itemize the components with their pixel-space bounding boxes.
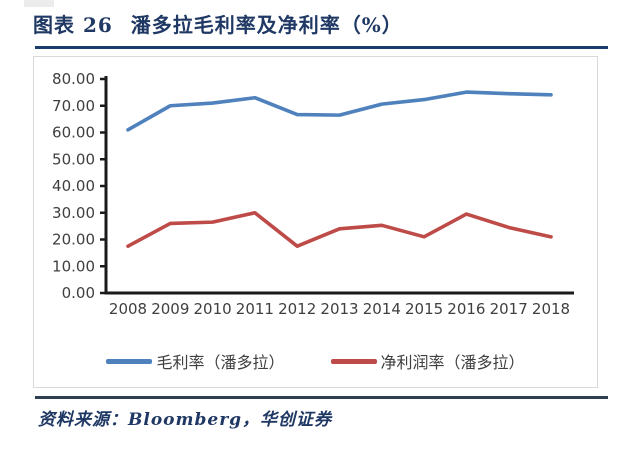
- net-margin-line-swatch: [330, 358, 377, 364]
- y-axis-label: 30.00: [52, 204, 95, 222]
- figure-number: 图表 26: [33, 13, 113, 37]
- x-axis-label: 2016: [447, 300, 485, 318]
- legend-item-gross-margin: 毛利率（潘多拉）: [106, 349, 285, 373]
- figure-title-text: 潘多拉毛利率及净利率（%）: [130, 13, 403, 37]
- x-axis-label: 2008: [109, 300, 147, 318]
- y-axis-label: 10.00: [52, 257, 95, 275]
- x-axis-label: 2012: [278, 300, 316, 318]
- line-chart: 0.00 10.00 20.00 30.00 40.00 50.00 60.00 70.00 8…: [52, 70, 574, 318]
- x-axis-label: 2015: [405, 300, 443, 318]
- gross-margin-line: [126, 90, 553, 132]
- x-axis-label: 2011: [236, 300, 274, 318]
- y-axis-label: 40.00: [52, 177, 95, 195]
- figure-title: 图表 26 潘多拉毛利率及净利率（%）: [33, 10, 403, 40]
- scan-artifact: [24, 0, 54, 7]
- legend-label-net-margin: 净利润率（潘多拉）: [380, 353, 525, 372]
- y-axis-label: 50.00: [52, 150, 95, 168]
- title-divider: [35, 46, 608, 49]
- y-axis-label: 70.00: [52, 97, 95, 115]
- x-axis-label: 2009: [151, 300, 189, 318]
- footer-divider: [35, 396, 608, 399]
- x-axis-label: 2017: [490, 300, 528, 318]
- x-axis-label: 2013: [320, 300, 358, 318]
- y-axis-label: 80.00: [52, 70, 95, 88]
- legend-item-net-margin: 净利润率（潘多拉）: [330, 349, 525, 373]
- net-margin-line: [126, 210, 553, 248]
- y-axis-label: 20.00: [52, 231, 95, 249]
- chart-area: 0.00 10.00 20.00 30.00 40.00 50.00 60.00 70.00 8…: [33, 56, 598, 388]
- x-axis-label: 2010: [194, 300, 232, 318]
- y-axis-label: 0.00: [62, 284, 95, 302]
- chart-legend: 毛利率（潘多拉） 净利润率（潘多拉）: [34, 349, 597, 373]
- y-axis-label: 60.00: [52, 124, 95, 142]
- x-axis-label: 2018: [532, 300, 570, 318]
- x-axis-label: 2014: [363, 300, 401, 318]
- legend-label-gross-margin: 毛利率（潘多拉）: [156, 353, 285, 372]
- gross-margin-line-swatch: [106, 358, 153, 364]
- source-note: 资料来源：Bloomberg，华创证券: [38, 410, 333, 430]
